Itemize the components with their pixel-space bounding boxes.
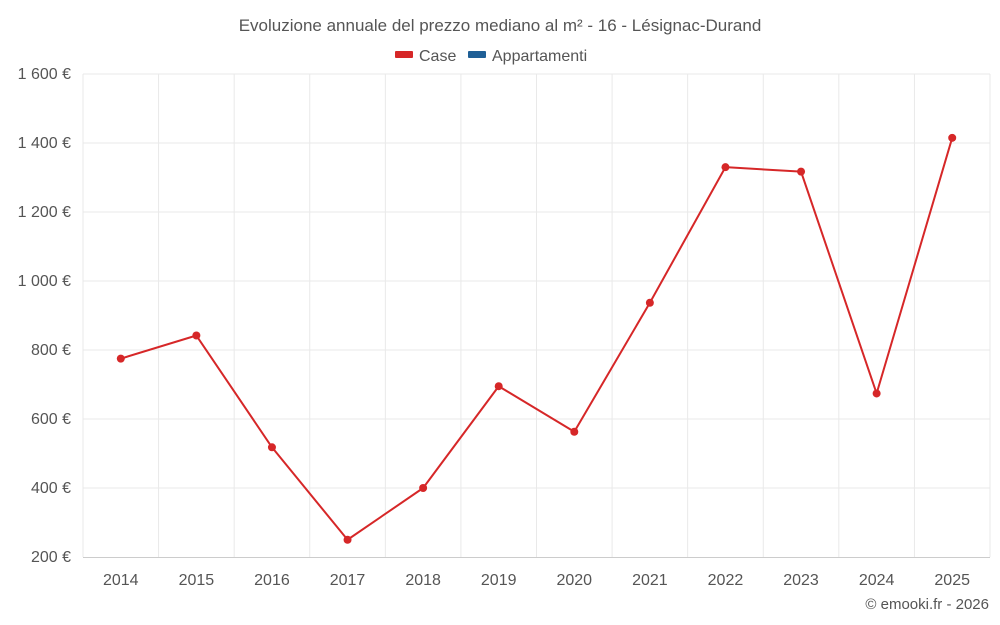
legend: Case Appartamenti xyxy=(395,48,587,65)
data-point[interactable] xyxy=(570,427,579,436)
data-point[interactable] xyxy=(116,354,125,363)
x-tick-label: 2019 xyxy=(481,572,517,589)
x-tick-label: 2024 xyxy=(859,572,895,589)
y-tick-label: 800 € xyxy=(31,342,71,359)
y-axis: 200 € 400 € 600 € 800 € 1 000 € 1 200 € 1 400 … xyxy=(18,66,71,566)
y-tick-label: 200 € xyxy=(31,549,71,566)
legend-item-case[interactable]: Case xyxy=(395,48,456,65)
legend-swatch-appartamenti xyxy=(468,51,486,58)
series-case xyxy=(116,133,957,544)
y-tick-label: 400 € xyxy=(31,480,71,497)
x-tick-label: 2014 xyxy=(103,572,139,589)
data-point[interactable] xyxy=(343,535,352,544)
data-point[interactable] xyxy=(419,484,428,492)
x-tick-label: 2015 xyxy=(179,572,215,589)
data-point[interactable] xyxy=(948,133,957,142)
x-tick-label: 2017 xyxy=(330,572,366,589)
data-point[interactable] xyxy=(494,382,503,391)
x-tick-label: 2021 xyxy=(632,572,668,589)
x-tick-label: 2023 xyxy=(783,572,819,589)
chart-title: Evoluzione annuale del prezzo mediano al… xyxy=(239,16,762,35)
y-tick-label: 1 400 € xyxy=(18,135,71,152)
legend-item-appartamenti[interactable]: Appartamenti xyxy=(468,48,587,65)
credit-text: © emooki.fr - 2026 xyxy=(865,596,989,613)
data-point[interactable] xyxy=(645,298,654,307)
x-tick-label: 2020 xyxy=(556,572,592,589)
y-tick-label: 600 € xyxy=(31,411,71,428)
grid xyxy=(82,73,991,557)
data-point[interactable] xyxy=(192,331,201,340)
data-point[interactable] xyxy=(721,163,730,172)
x-tick-label: 2016 xyxy=(254,572,290,589)
x-axis: 2014 2015 2016 2017 2018 2019 2020 2021 2022 2023… xyxy=(83,557,990,589)
data-point[interactable] xyxy=(872,389,881,398)
data-point[interactable] xyxy=(267,443,276,452)
legend-label-appartamenti: Appartamenti xyxy=(492,48,587,65)
legend-swatch-case xyxy=(395,51,413,58)
x-tick-label: 2022 xyxy=(708,572,744,589)
y-tick-label: 1 000 € xyxy=(18,273,71,290)
data-point[interactable] xyxy=(797,167,806,176)
x-tick-label: 2025 xyxy=(934,572,970,589)
y-tick-label: 1 200 € xyxy=(18,204,71,221)
legend-label-case: Case xyxy=(419,48,456,65)
series-line-case xyxy=(120,137,954,541)
x-tick-label: 2018 xyxy=(405,572,441,589)
y-tick-label: 1 600 € xyxy=(18,66,71,83)
